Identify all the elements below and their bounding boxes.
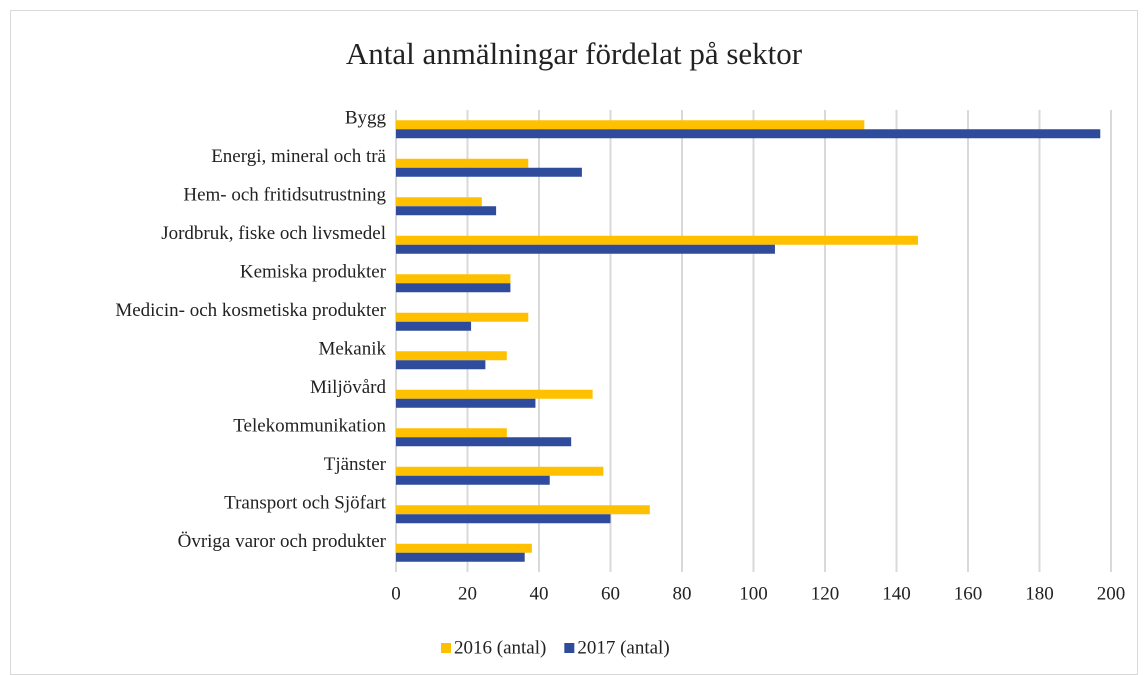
bar — [396, 360, 486, 370]
bar — [396, 466, 604, 476]
x-tick-label: 80 — [673, 583, 692, 604]
legend-swatch — [564, 643, 575, 653]
x-tick-label: 120 — [811, 583, 840, 604]
bar — [396, 389, 593, 399]
legend-swatch — [441, 643, 451, 653]
bar — [396, 120, 865, 130]
x-tick-label: 160 — [954, 583, 983, 604]
y-tick-label: Energi, mineral och trä — [211, 146, 386, 167]
y-tick-label: Tjänster — [324, 454, 387, 475]
bar — [396, 158, 529, 168]
bar — [396, 167, 582, 177]
bar — [396, 129, 1101, 139]
x-tick-label: 140 — [882, 583, 911, 604]
x-tick-label: 0 — [391, 583, 401, 604]
bar — [396, 197, 482, 207]
bar — [396, 321, 472, 331]
bar — [396, 398, 536, 408]
x-tick-label: 60 — [601, 583, 620, 604]
bar — [396, 235, 918, 245]
bar — [396, 475, 550, 485]
bar — [396, 274, 511, 284]
x-tick-label: 20 — [458, 583, 477, 604]
bar — [396, 428, 507, 438]
y-tick-label: Miljövård — [310, 377, 386, 398]
bar — [396, 505, 650, 515]
legend-label: 2016 (antal) — [454, 637, 546, 658]
x-tick-label: 100 — [739, 583, 768, 604]
y-tick-label: Medicin- och kosmetiska produkter — [115, 300, 386, 321]
bar — [396, 437, 572, 447]
y-tick-label: Bygg — [345, 108, 387, 129]
y-tick-label: Telekommunikation — [233, 416, 386, 437]
bar — [396, 514, 611, 524]
y-tick-label: Jordbruk, fiske och livsmedel — [161, 223, 386, 244]
bar — [396, 244, 775, 254]
y-tick-label: Övriga varor och produkter — [178, 531, 387, 552]
y-tick-label: Kemiska produkter — [240, 262, 387, 283]
bar — [396, 543, 532, 553]
bar — [396, 552, 525, 562]
bar — [396, 206, 497, 216]
y-tick-label: Hem- och fritidsutrustning — [183, 185, 386, 206]
bar — [396, 283, 511, 293]
y-tick-label: Transport och Sjöfart — [224, 493, 387, 514]
legend-label: 2017 (antal) — [577, 637, 669, 658]
bar — [396, 312, 529, 322]
bar — [396, 351, 507, 361]
x-tick-label: 200 — [1097, 583, 1126, 604]
chart-title: Antal anmälningar fördelat på sektor — [346, 36, 803, 71]
x-tick-label: 180 — [1025, 583, 1054, 604]
y-tick-label: Mekanik — [318, 339, 386, 360]
x-tick-label: 40 — [530, 583, 549, 604]
